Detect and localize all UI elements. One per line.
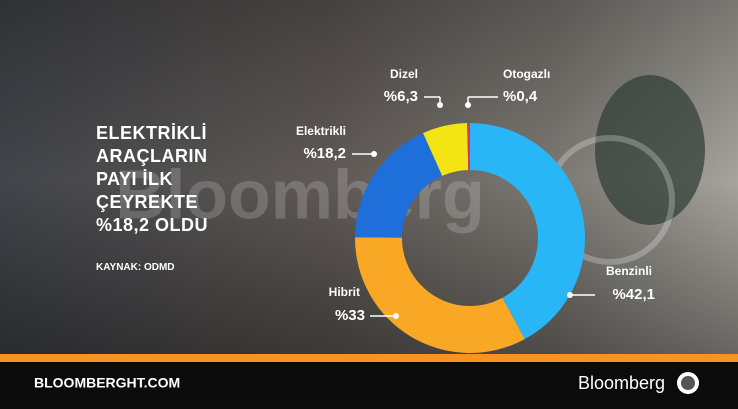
value-label: %6,3 <box>384 88 418 105</box>
category-label: Elektrikli <box>296 124 346 138</box>
category-label: Hibrit <box>329 285 360 299</box>
value-label: %0,4 <box>503 88 538 105</box>
category-label: Dizel <box>390 67 418 81</box>
value-label: %33 <box>335 307 365 324</box>
leader-dot <box>393 313 399 319</box>
footer-brand: Bloomberg <box>578 373 665 393</box>
footer-logo-inner <box>681 376 695 390</box>
value-label: %18,2 <box>303 145 346 162</box>
category-label: Otogazlı <box>503 67 550 81</box>
source: KAYNAK: ODMD <box>96 262 175 273</box>
footer-site: BLOOMBERGHT.COM <box>34 375 180 391</box>
leader-dot <box>371 151 377 157</box>
infographic: Bloomberg BLOOMBERGHT.COM Bloomberg Benz… <box>0 0 738 409</box>
chart-title: ELEKTRİKLİ ARAÇLARIN PAYI İLK ÇEYREKTE %… <box>96 122 224 237</box>
category-label: Benzinli <box>606 264 652 278</box>
value-label: %42,1 <box>612 286 655 303</box>
footer-stripe <box>0 354 738 362</box>
leader-dot <box>567 292 573 298</box>
